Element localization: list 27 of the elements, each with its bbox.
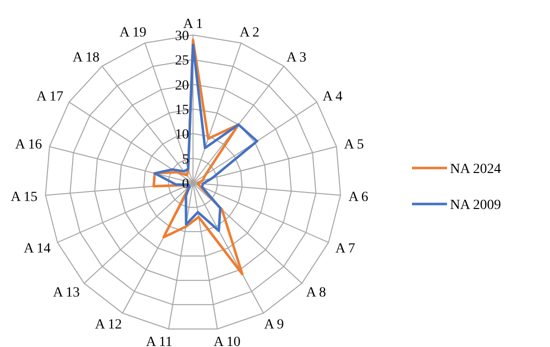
spoke-label: A 14 bbox=[24, 241, 51, 256]
y-tick-label: 10 bbox=[175, 128, 189, 143]
spoke-label: A 3 bbox=[286, 50, 306, 66]
spoke-label: A 13 bbox=[52, 285, 80, 300]
spoke-label: A 1 bbox=[183, 17, 203, 32]
spoke-label: A 7 bbox=[335, 241, 356, 256]
spoke-label: A 19 bbox=[120, 26, 146, 41]
spoke-label: A 5 bbox=[344, 138, 364, 153]
spoke-label: A 16 bbox=[15, 138, 42, 153]
y-tick-label: 15 bbox=[175, 103, 189, 118]
legend-label: NA 2009 bbox=[450, 198, 501, 213]
spoke-label: A 2 bbox=[240, 26, 260, 41]
spoke-label: A 10 bbox=[214, 334, 241, 347]
spoke-label: A 11 bbox=[146, 334, 172, 347]
legend-label: NA 2024 bbox=[450, 162, 501, 177]
spoke-label: A 12 bbox=[95, 318, 122, 333]
spoke-label: A 15 bbox=[10, 190, 38, 206]
y-tick-label: 30 bbox=[175, 29, 189, 44]
spoke-label: A 8 bbox=[306, 285, 326, 300]
y-tick-label: 0 bbox=[182, 177, 189, 192]
spoke-label: A 6 bbox=[348, 190, 368, 206]
y-tick-label: 20 bbox=[175, 78, 189, 94]
y-tick-label: 25 bbox=[175, 54, 189, 69]
spoke-label: A 4 bbox=[322, 89, 342, 104]
spoke-label: A 17 bbox=[36, 89, 64, 104]
spoke-label: A 18 bbox=[72, 50, 100, 66]
spoke-label: A 9 bbox=[264, 318, 284, 333]
